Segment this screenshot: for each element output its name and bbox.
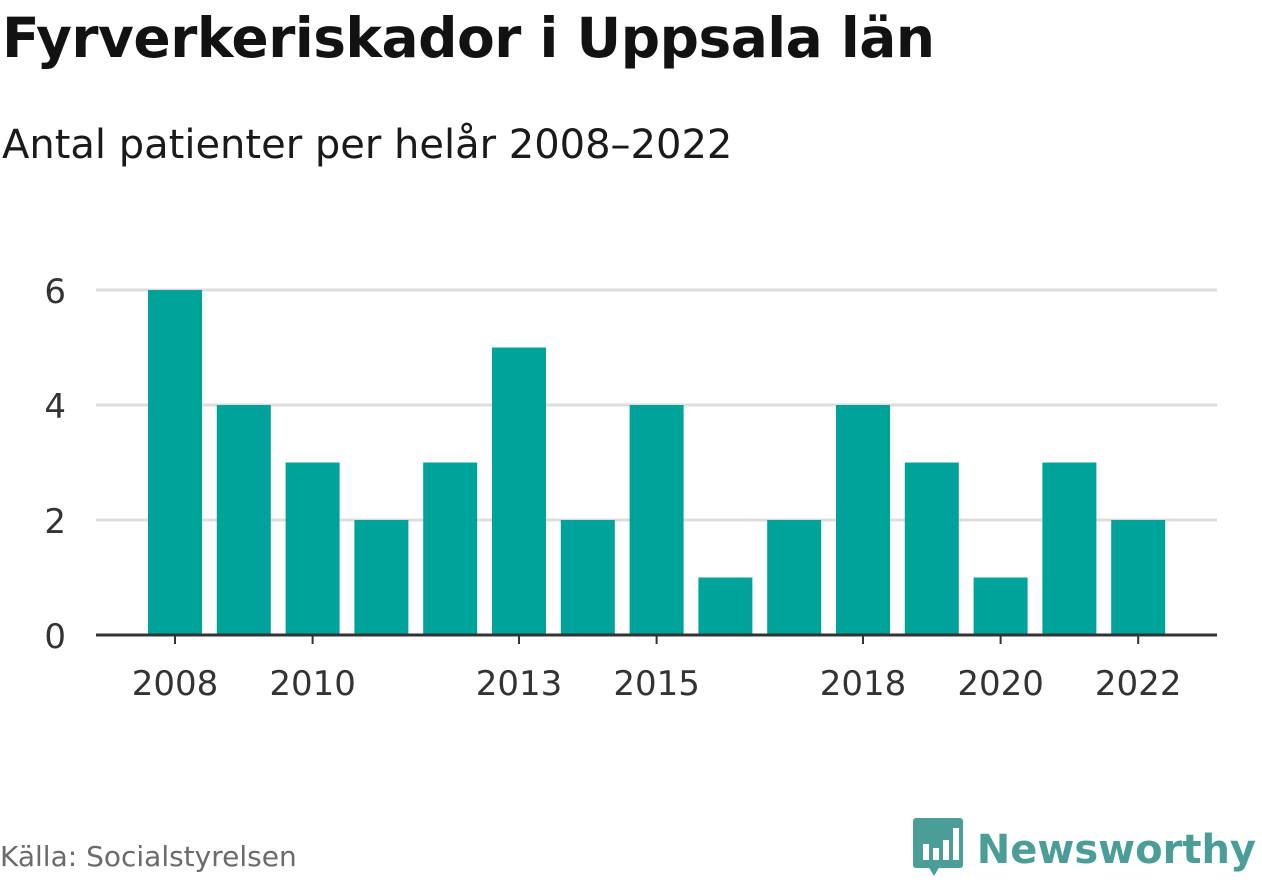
bar — [1042, 462, 1097, 635]
chart-subtitle: Antal patienter per helår 2008–2022 — [2, 122, 733, 168]
bar — [423, 462, 478, 635]
x-tick-label: 2018 — [820, 664, 907, 704]
bar — [148, 290, 202, 635]
y-tick-label: 0 — [44, 617, 66, 657]
bar-chart: 0 2 4 6 2008 2010 2013 2015 2018 2020 2022 — [44, 272, 1217, 704]
bar — [560, 520, 615, 635]
bar — [1111, 520, 1166, 635]
y-tick-label: 2 — [44, 502, 66, 542]
brand-logo: Newsworthy — [912, 818, 1256, 882]
bar — [973, 577, 1028, 635]
bar — [904, 462, 959, 635]
x-tick-label: 2008 — [132, 664, 219, 704]
bar — [216, 405, 271, 635]
x-tick-label: 2013 — [476, 664, 563, 704]
bar — [354, 520, 409, 635]
bar — [285, 462, 340, 635]
brand-name: Newsworthy — [976, 827, 1256, 873]
newsworthy-logo-icon — [912, 818, 963, 882]
bar — [629, 405, 684, 635]
x-tick-label: 2020 — [957, 664, 1044, 704]
x-tick-label: 2010 — [269, 664, 356, 704]
bar — [836, 405, 890, 635]
bar — [698, 577, 753, 635]
x-tick-label: 2022 — [1095, 664, 1182, 704]
chart-title: Fyrverkeriskador i Uppsala län — [2, 6, 935, 70]
source-note: Källa: Socialstyrelsen — [0, 840, 297, 873]
y-tick-label: 4 — [44, 387, 66, 427]
y-tick-label: 6 — [44, 272, 66, 312]
bar — [767, 520, 822, 635]
x-tick-label: 2015 — [613, 664, 700, 704]
bar — [492, 347, 546, 635]
